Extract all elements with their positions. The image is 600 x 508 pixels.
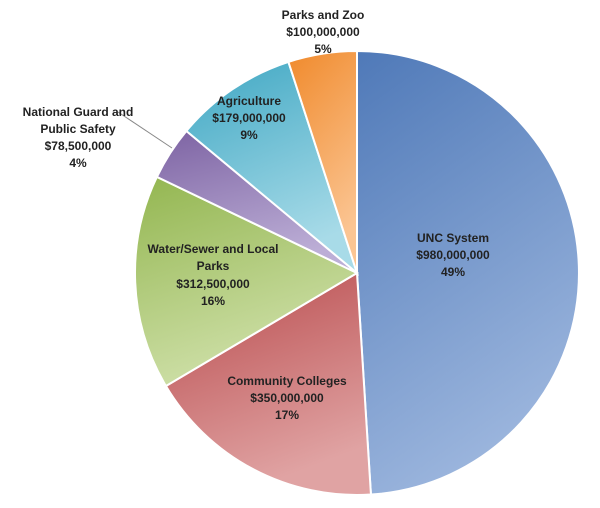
label-community-colleges-name: Community Colleges [227, 374, 347, 388]
slice-parks-and-zoo [287, 49, 358, 274]
slice-labels: UNC System $980,000,000 49% Community Co… [23, 8, 490, 422]
slice-unc-system [356, 49, 580, 496]
label-national-guard-name-line2: Public Safety [40, 122, 116, 136]
label-water-sewer-name-line1: Water/Sewer and Local [148, 242, 279, 256]
label-water-sewer-value: $312,500,000 [176, 277, 250, 291]
label-parks-zoo-value: $100,000,000 [286, 25, 360, 39]
label-agriculture-pct: 9% [240, 128, 258, 142]
slice-agriculture [184, 60, 360, 276]
label-parks-zoo-pct: 5% [314, 42, 332, 56]
label-national-guard-value: $78,500,000 [45, 139, 112, 153]
label-unc-system-value: $980,000,000 [416, 248, 490, 262]
label-community-colleges-pct: 17% [275, 408, 299, 422]
label-unc-system-name: UNC System [417, 231, 489, 245]
label-national-guard-pct: 4% [69, 156, 87, 170]
label-water-sewer-pct: 16% [201, 294, 225, 308]
label-unc-system-pct: 49% [441, 265, 465, 279]
label-water-sewer-name-line2: Parks [197, 259, 230, 273]
label-agriculture-value: $179,000,000 [212, 111, 286, 125]
label-agriculture-name: Agriculture [217, 94, 281, 108]
pie-slices [134, 49, 580, 496]
label-community-colleges-value: $350,000,000 [250, 391, 324, 405]
slice-water-sewer-and-local-parks [134, 175, 360, 388]
slice-community-colleges [164, 271, 373, 496]
label-national-guard-name-line1: National Guard and [23, 105, 134, 119]
label-parks-zoo-name: Parks and Zoo [282, 8, 365, 22]
leader-line-national-guard [117, 111, 173, 149]
